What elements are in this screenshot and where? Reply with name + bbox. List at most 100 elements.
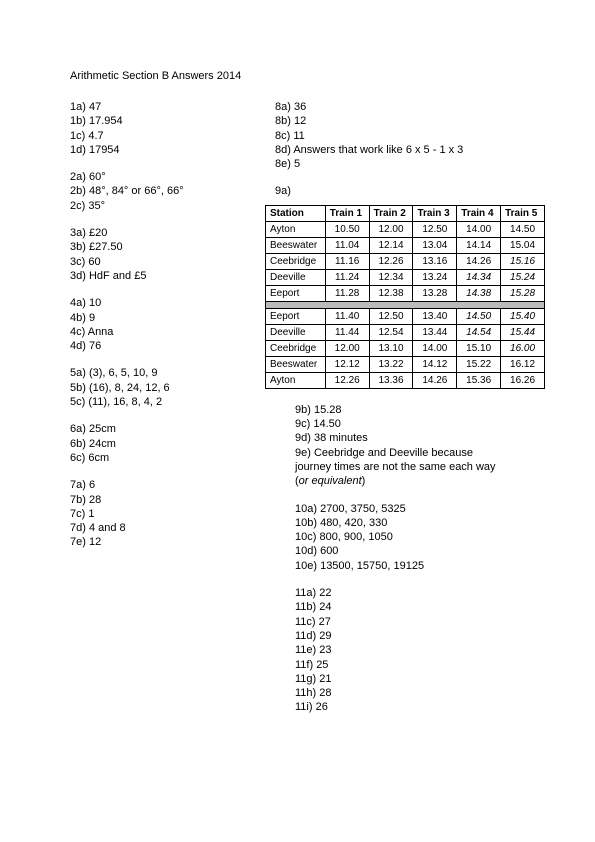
- q9-rest: 9b) 15.289c) 14.509d) 38 minutes9e) Ceeb…: [295, 403, 545, 489]
- answer-line: 11h) 28: [295, 686, 545, 700]
- time-cell: 16.00: [501, 340, 545, 356]
- answer-line: 2c) 35°: [70, 199, 275, 213]
- answer-line: 11c) 27: [295, 615, 545, 629]
- station-cell: Ayton: [266, 221, 326, 237]
- answer-line: 7c) 1: [70, 507, 275, 521]
- station-cell: Eeport: [266, 308, 326, 324]
- answer-line: 11f) 25: [295, 658, 545, 672]
- answer-line: journey times are not the same each way: [295, 460, 545, 474]
- answer-line: 10c) 800, 900, 1050: [295, 530, 545, 544]
- answer-line: (or equivalent): [295, 474, 545, 488]
- answer-line: 2b) 48°, 84° or 66°, 66°: [70, 184, 275, 198]
- time-cell: 12.12: [325, 356, 369, 372]
- time-cell: 14.26: [413, 372, 457, 388]
- q9a-label: 9a): [275, 184, 545, 198]
- table-header: Station: [266, 205, 326, 221]
- answer-line: 8a) 36: [275, 100, 545, 114]
- right-column: 8a) 368b) 128c) 118d) Answers that work …: [275, 100, 545, 728]
- answer-line: 11d) 29: [295, 629, 545, 643]
- answer-line: 3b) £27.50: [70, 240, 275, 254]
- time-cell: 11.28: [325, 285, 369, 301]
- time-cell: 15.36: [457, 372, 501, 388]
- time-cell: 11.44: [325, 324, 369, 340]
- time-cell: 10.50: [325, 221, 369, 237]
- answer-line: 7b) 28: [70, 493, 275, 507]
- time-cell: 12.34: [369, 269, 413, 285]
- answer-line: 10b) 480, 420, 330: [295, 516, 545, 530]
- table-header: Train 3: [413, 205, 457, 221]
- time-cell: 12.54: [369, 324, 413, 340]
- q1: 1a) 471b) 17.9541c) 4.71d) 17954: [70, 100, 275, 157]
- time-cell: 11.40: [325, 308, 369, 324]
- station-cell: Deeville: [266, 324, 326, 340]
- table-row: Deeville11.4412.5413.4414.5415.44: [266, 324, 545, 340]
- table-separator: [266, 301, 545, 308]
- time-cell: 13.40: [413, 308, 457, 324]
- answer-line: 9e) Ceebridge and Deeville because: [295, 446, 545, 460]
- time-cell: 14.00: [457, 221, 501, 237]
- answer-line: 11a) 22: [295, 586, 545, 600]
- time-cell: 13.24: [413, 269, 457, 285]
- time-cell: 12.38: [369, 285, 413, 301]
- table-header: Train 2: [369, 205, 413, 221]
- time-cell: 14.54: [457, 324, 501, 340]
- table-row: Eeport11.4012.5013.4014.5015.40: [266, 308, 545, 324]
- q10: 10a) 2700, 3750, 532510b) 480, 420, 3301…: [295, 502, 545, 573]
- q2: 2a) 60°2b) 48°, 84° or 66°, 66°2c) 35°: [70, 170, 275, 213]
- answer-line: 1c) 4.7: [70, 129, 275, 143]
- time-cell: 14.38: [457, 285, 501, 301]
- time-cell: 13.04: [413, 237, 457, 253]
- time-cell: 12.50: [413, 221, 457, 237]
- station-cell: Beeswater: [266, 237, 326, 253]
- time-cell: 11.24: [325, 269, 369, 285]
- answer-line: 4c) Anna: [70, 325, 275, 339]
- answer-line: 4b) 9: [70, 311, 275, 325]
- q3: 3a) £203b) £27.503c) 603d) HdF and £5: [70, 226, 275, 283]
- time-cell: 15.40: [501, 308, 545, 324]
- q5: 5a) (3), 6, 5, 10, 95b) (16), 8, 24, 12,…: [70, 366, 275, 409]
- page-title: Arithmetic Section B Answers 2014: [70, 70, 545, 82]
- time-cell: 11.04: [325, 237, 369, 253]
- answer-line: 5a) (3), 6, 5, 10, 9: [70, 366, 275, 380]
- time-cell: 12.14: [369, 237, 413, 253]
- q4: 4a) 104b) 94c) Anna4d) 76: [70, 296, 275, 353]
- time-cell: 13.28: [413, 285, 457, 301]
- table-row: Beeswater11.0412.1413.0414.1415.04: [266, 237, 545, 253]
- answer-line: 3a) £20: [70, 226, 275, 240]
- time-cell: 15.24: [501, 269, 545, 285]
- time-cell: 12.26: [325, 372, 369, 388]
- answer-line: 10e) 13500, 15750, 19125: [295, 559, 545, 573]
- answer-line: 9c) 14.50: [295, 417, 545, 431]
- station-cell: Ceebridge: [266, 340, 326, 356]
- time-cell: 13.16: [413, 253, 457, 269]
- table-header: Train 1: [325, 205, 369, 221]
- table-row: Ayton12.2613.3614.2615.3616.26: [266, 372, 545, 388]
- time-cell: 13.10: [369, 340, 413, 356]
- time-cell: 16.26: [501, 372, 545, 388]
- answer-line: 9b) 15.28: [295, 403, 545, 417]
- answer-line: 3c) 60: [70, 255, 275, 269]
- time-cell: 11.16: [325, 253, 369, 269]
- answer-line: 10a) 2700, 3750, 5325: [295, 502, 545, 516]
- train-table: StationTrain 1Train 2Train 3Train 4Train…: [265, 205, 545, 389]
- time-cell: 12.00: [325, 340, 369, 356]
- time-cell: 14.26: [457, 253, 501, 269]
- time-cell: 12.26: [369, 253, 413, 269]
- answer-line: 11b) 24: [295, 600, 545, 614]
- time-cell: 14.34: [457, 269, 501, 285]
- station-cell: Deeville: [266, 269, 326, 285]
- time-cell: 14.14: [457, 237, 501, 253]
- answer-line: 10d) 600: [295, 544, 545, 558]
- q7: 7a) 67b) 287c) 17d) 4 and 87e) 12: [70, 478, 275, 549]
- q8: 8a) 368b) 128c) 118d) Answers that work …: [275, 100, 545, 171]
- answer-line: 6c) 6cm: [70, 451, 275, 465]
- time-cell: 12.50: [369, 308, 413, 324]
- answer-line: 4a) 10: [70, 296, 275, 310]
- answer-line: 1d) 17954: [70, 143, 275, 157]
- time-cell: 14.50: [501, 221, 545, 237]
- table-header: Train 4: [457, 205, 501, 221]
- time-cell: 12.00: [369, 221, 413, 237]
- answer-line: 3d) HdF and £5: [70, 269, 275, 283]
- answer-line: 7d) 4 and 8: [70, 521, 275, 535]
- left-column: 1a) 471b) 17.9541c) 4.71d) 17954 2a) 60°…: [70, 100, 275, 563]
